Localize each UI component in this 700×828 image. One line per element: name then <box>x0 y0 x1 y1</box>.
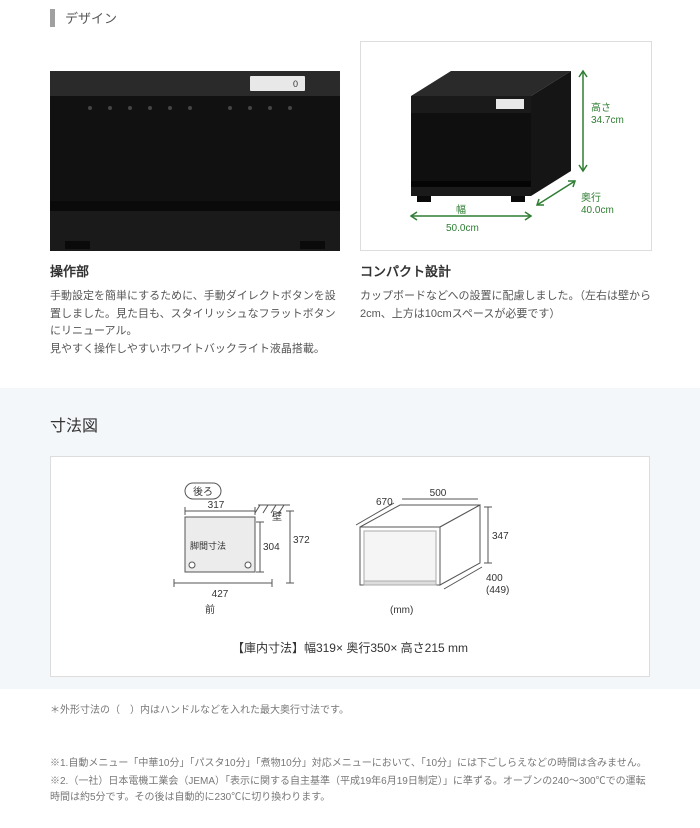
svg-text:304: 304 <box>263 542 280 553</box>
svg-text:50.0cm: 50.0cm <box>446 223 479 234</box>
dim-height-label: 高さ <box>591 101 611 114</box>
dimensions-title: 寸法図 <box>50 412 650 436</box>
svg-text:0: 0 <box>293 79 298 89</box>
svg-text:347: 347 <box>492 531 509 542</box>
footnote-2: ※2.（一社）日本電機工業会（JEMA）「表示に関する自主基準（平成19年6月1… <box>50 774 650 806</box>
design-col-compact: 高さ 34.7cm 奥行 40.0cm 幅 50.0cm コンパクト設計 カップ… <box>360 41 652 358</box>
design-section-header: デザイン <box>0 0 700 35</box>
compact-title: コンパクト設計 <box>360 261 652 280</box>
dimensions-footnote: ＊外形寸法の（ ）内はハンドルなどを入れた最大奥行寸法です。 <box>0 701 700 716</box>
compact-desc: カップボードなどへの設置に配慮しました。（左右は壁から2cm、上方は10cmスペ… <box>360 288 652 323</box>
svg-text:317: 317 <box>208 500 225 511</box>
svg-text:脚間寸法: 脚間寸法 <box>190 540 226 551</box>
svg-text:前: 前 <box>205 603 215 616</box>
svg-text:372: 372 <box>293 535 310 546</box>
svg-text:427: 427 <box>212 589 229 600</box>
svg-text:壁: 壁 <box>272 510 282 523</box>
design-col-control-panel: 0 操作部 手動設定を簡単にするために、手動ダイレクトボタンを設置しました。見た… <box>50 41 340 358</box>
design-row: 0 操作部 手動設定を簡単にするために、手動ダイレクトボタンを設置しました。見た… <box>0 35 700 358</box>
svg-text:40.0cm: 40.0cm <box>581 205 614 216</box>
control-panel-title: 操作部 <box>50 261 340 280</box>
svg-text:奥行: 奥行 <box>581 191 601 204</box>
svg-text:(mm): (mm) <box>390 605 413 616</box>
page-footnotes: ※1.自動メニュー「中華10分」「パスタ10分」「煮物10分」対応メニューにおい… <box>0 716 700 828</box>
dimensions-diagram: 後ろ 317 壁 <box>71 477 629 637</box>
dimensions-section: 寸法図 後ろ 317 <box>0 388 700 689</box>
svg-text:400: 400 <box>486 573 503 584</box>
oven-closeup-image: 0 <box>50 41 340 251</box>
footnote-1: ※1.自動メニュー「中華10分」「パスタ10分」「煮物10分」対応メニューにおい… <box>50 756 650 772</box>
svg-text:34.7cm: 34.7cm <box>591 115 624 126</box>
interior-dimensions-caption: 【庫内寸法】幅319× 奥行350× 高さ215 mm <box>232 639 468 656</box>
header-title: デザイン <box>65 8 117 27</box>
svg-text:(449): (449) <box>486 585 509 596</box>
svg-text:幅: 幅 <box>456 203 466 216</box>
svg-text:670: 670 <box>376 497 393 508</box>
svg-text:500: 500 <box>430 488 447 499</box>
header-accent-bar <box>50 9 55 27</box>
dimensions-diagram-box: 後ろ 317 壁 <box>50 456 650 677</box>
oven-dimensions-image: 高さ 34.7cm 奥行 40.0cm 幅 50.0cm <box>360 41 652 251</box>
rear-label: 後ろ <box>193 485 213 498</box>
control-panel-desc: 手動設定を簡単にするために、手動ダイレクトボタンを設置しました。見た目も、スタイ… <box>50 288 340 358</box>
